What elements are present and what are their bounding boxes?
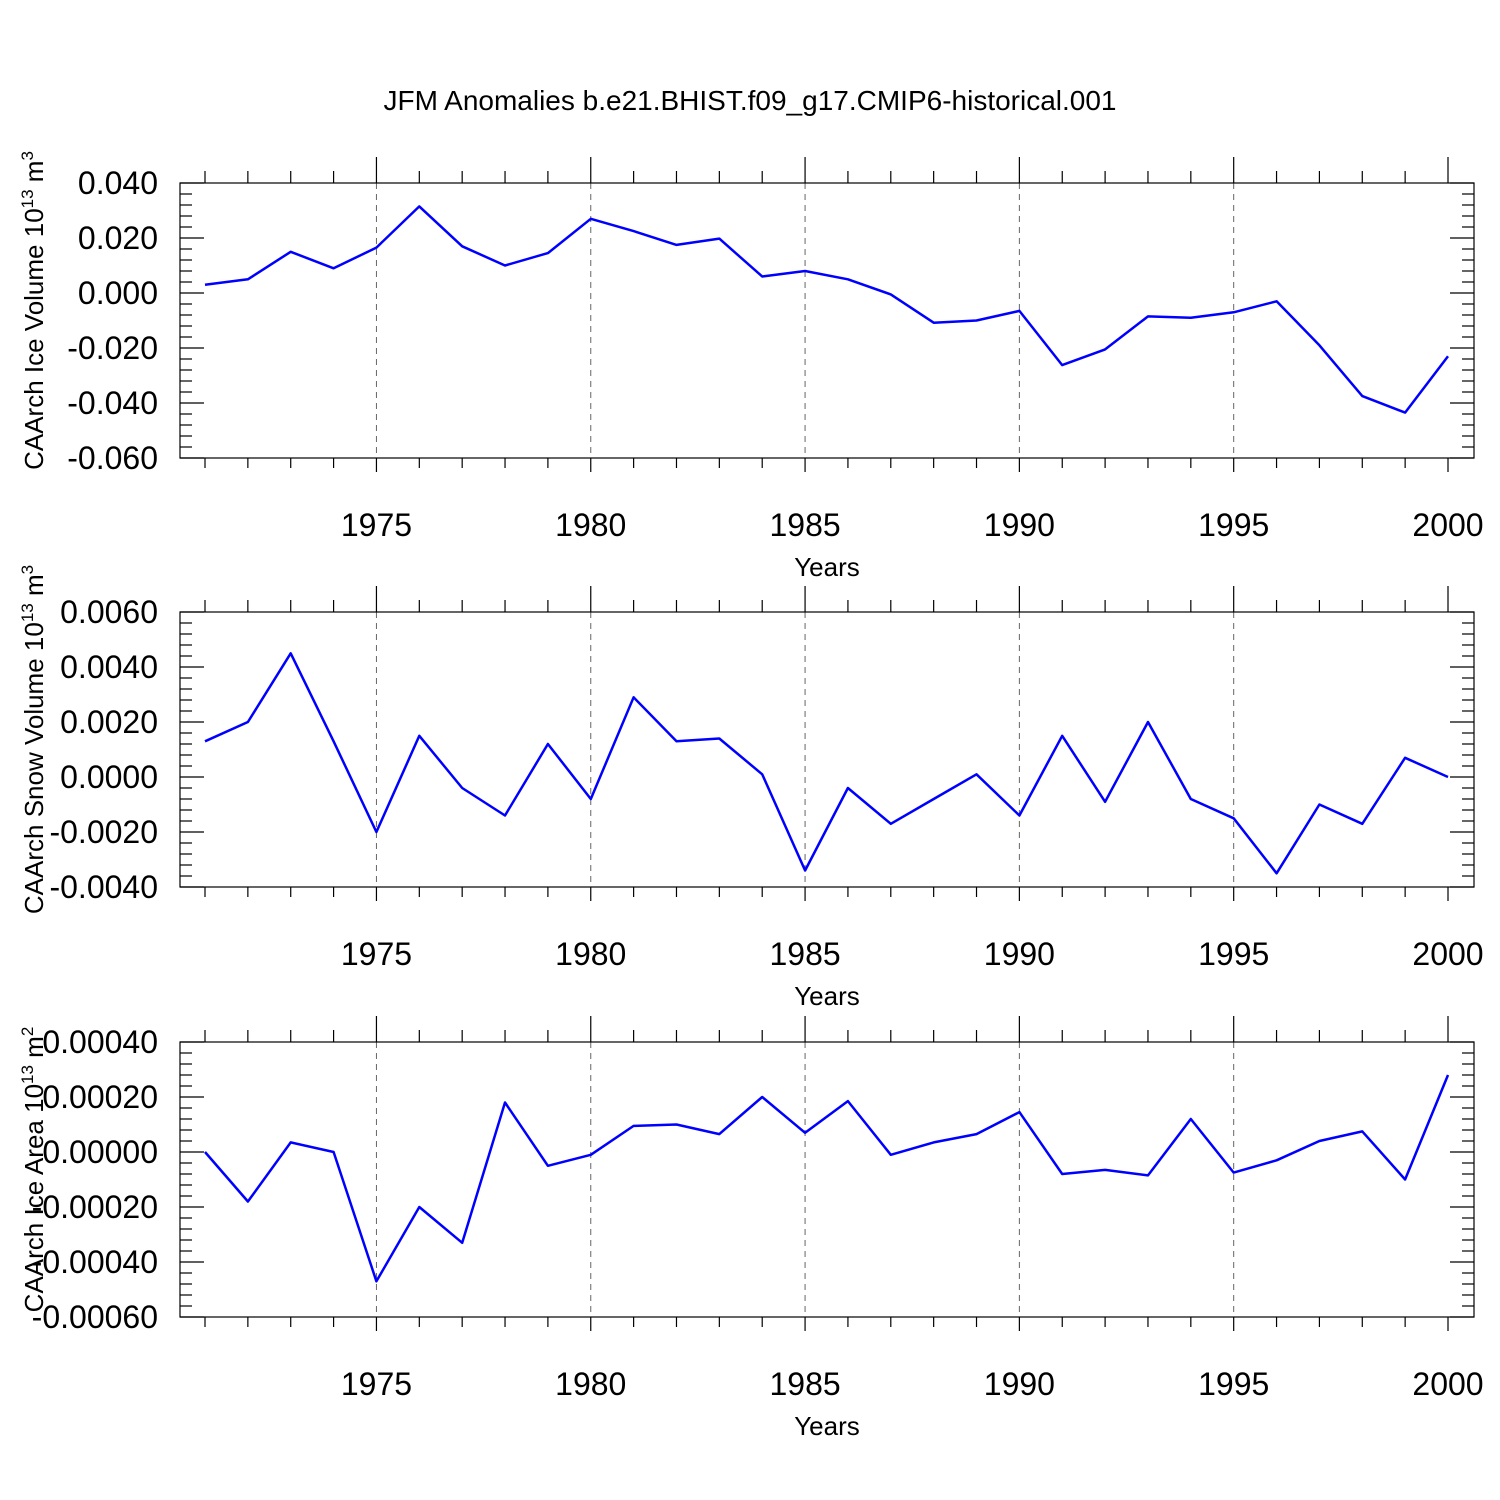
- x-tick-label: 1995: [1198, 936, 1269, 972]
- y-tick-label: -0.00020: [32, 1189, 158, 1225]
- y-axis-label: CAArch Ice Volume 1013 m3: [18, 151, 49, 470]
- plot-frame: [179, 611, 1475, 888]
- x-tick-label: 1975: [341, 507, 412, 543]
- y-tick-label: 0.0040: [60, 649, 158, 685]
- x-tick-label: 1985: [769, 1366, 840, 1402]
- y-tick-label: 0.000: [78, 275, 158, 311]
- x-tick-label: 1995: [1198, 1366, 1269, 1402]
- x-tick-label: 2000: [1412, 1366, 1483, 1402]
- series-line: [204, 1074, 1450, 1283]
- x-tick-label: 2000: [1412, 507, 1483, 543]
- y-tick-label: -0.0020: [49, 814, 158, 850]
- x-tick-label: 1980: [555, 1366, 626, 1402]
- panels: 1975 1980 1985 1990 1995 2000 0.040 0.020 0.000 -…: [18, 151, 1484, 1441]
- series-line: [204, 205, 1449, 414]
- x-tick-label: 1985: [769, 507, 840, 543]
- x-tick-label: 1985: [769, 936, 840, 972]
- y-tick-label: 0.00020: [42, 1079, 158, 1115]
- plot-frame: [179, 1041, 1475, 1318]
- y-tick-label: -0.00060: [32, 1299, 158, 1335]
- y-tick-label: -0.00040: [32, 1244, 158, 1280]
- panel-2: 1975 1980 1985 1990 1995 2000 0.0060 0.0040 0.00…: [18, 565, 1484, 1011]
- x-tick-label: 1980: [555, 507, 626, 543]
- x-tick-label: 2000: [1412, 936, 1483, 972]
- x-tick-label: 1995: [1198, 507, 1269, 543]
- y-tick-label: -0.0040: [49, 869, 158, 905]
- y-tick-label: -0.040: [67, 385, 158, 421]
- y-tick-label: -0.020: [67, 330, 158, 366]
- x-tick-label: 1990: [984, 1366, 1055, 1402]
- figure-title: JFM Anomalies b.e21.BHIST.f09_g17.CMIP6-…: [383, 85, 1116, 116]
- x-tick-label: 1975: [341, 936, 412, 972]
- y-tick-label: -0.060: [67, 440, 158, 476]
- x-axis-label: Years: [794, 552, 860, 582]
- panel-1: 1975 1980 1985 1990 1995 2000 0.040 0.020 0.000 -…: [18, 151, 1484, 582]
- x-axis-label: Years: [794, 981, 860, 1011]
- y-tick-label: 0.020: [78, 220, 158, 256]
- plot-frame: [179, 182, 1475, 459]
- y-tick-label: 0.0020: [60, 704, 158, 740]
- panel-3: 1975 1980 1985 1990 1995 2000 0.00040 0.00020 0.…: [18, 1016, 1484, 1441]
- y-tick-label: 0.00040: [42, 1024, 158, 1060]
- x-tick-label: 1975: [341, 1366, 412, 1402]
- x-tick-label: 1990: [984, 507, 1055, 543]
- y-axis-label: CAArch Ice Area 1013 m2: [18, 1027, 49, 1313]
- x-tick-label: 1990: [984, 936, 1055, 972]
- y-tick-label: 0.040: [78, 165, 158, 201]
- series-line: [204, 652, 1449, 875]
- x-tick-label: 1980: [555, 936, 626, 972]
- y-axis-label: CAArch Snow Volume 1013 m3: [18, 565, 49, 914]
- y-tick-label: 0.00000: [42, 1134, 158, 1170]
- x-axis-label: Years: [794, 1411, 860, 1441]
- y-tick-label: 0.0060: [60, 594, 158, 630]
- y-tick-label: 0.0000: [60, 759, 158, 795]
